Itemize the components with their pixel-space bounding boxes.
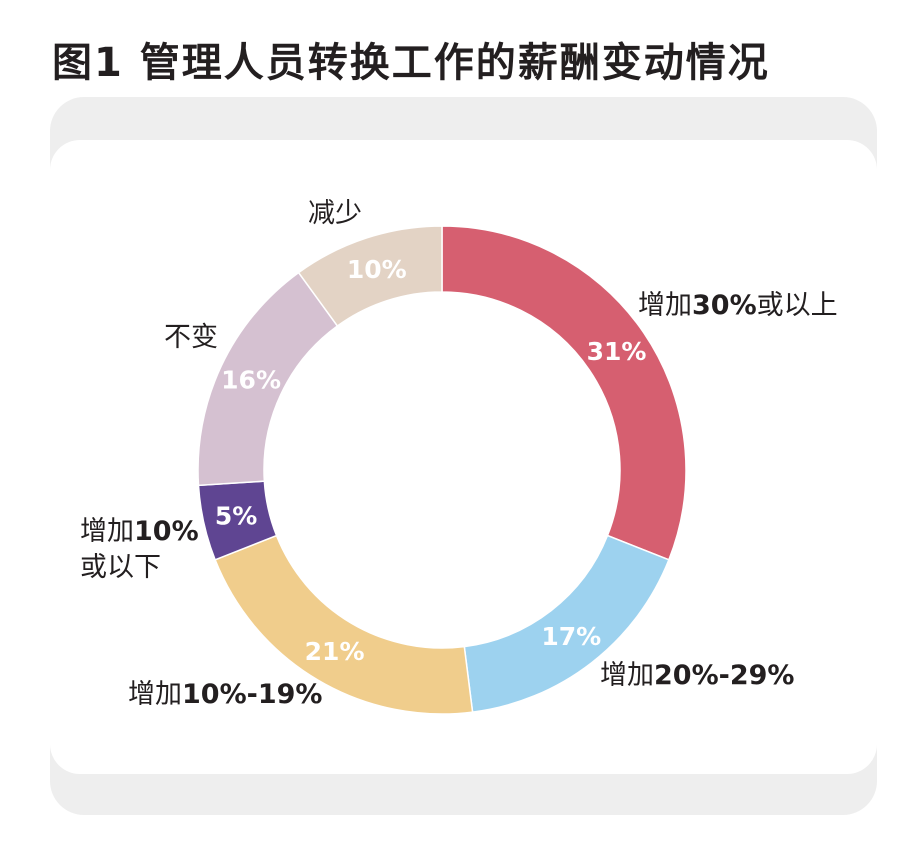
donut-slice-0 — [441, 225, 687, 561]
chart-title: 图1 管理人员转换工作的薪酬变动情况 — [52, 40, 770, 86]
donut-slice-5 — [297, 225, 443, 328]
label-increase-10-or-less-line1: 增加10% — [80, 516, 199, 547]
label-increase-20-29: 增加20%-29% — [600, 660, 794, 691]
slice-value-label-4: 16% — [221, 366, 281, 395]
slice-value-label-3: 5% — [215, 502, 257, 531]
slice-value-label-5: 10% — [347, 255, 407, 284]
slice-value-label-2: 21% — [305, 637, 365, 666]
slice-value-label-0: 31% — [587, 337, 647, 366]
label-decrease: 减少 — [308, 198, 362, 229]
label-increase-30-or-more: 增加30%或以上 — [638, 290, 838, 321]
label-unchanged: 不变 — [164, 322, 218, 353]
slice-value-label-1: 17% — [541, 622, 601, 651]
label-increase-10-19: 增加10%-19% — [128, 679, 322, 710]
label-increase-10-or-less-line2: 或以下 — [80, 552, 161, 583]
